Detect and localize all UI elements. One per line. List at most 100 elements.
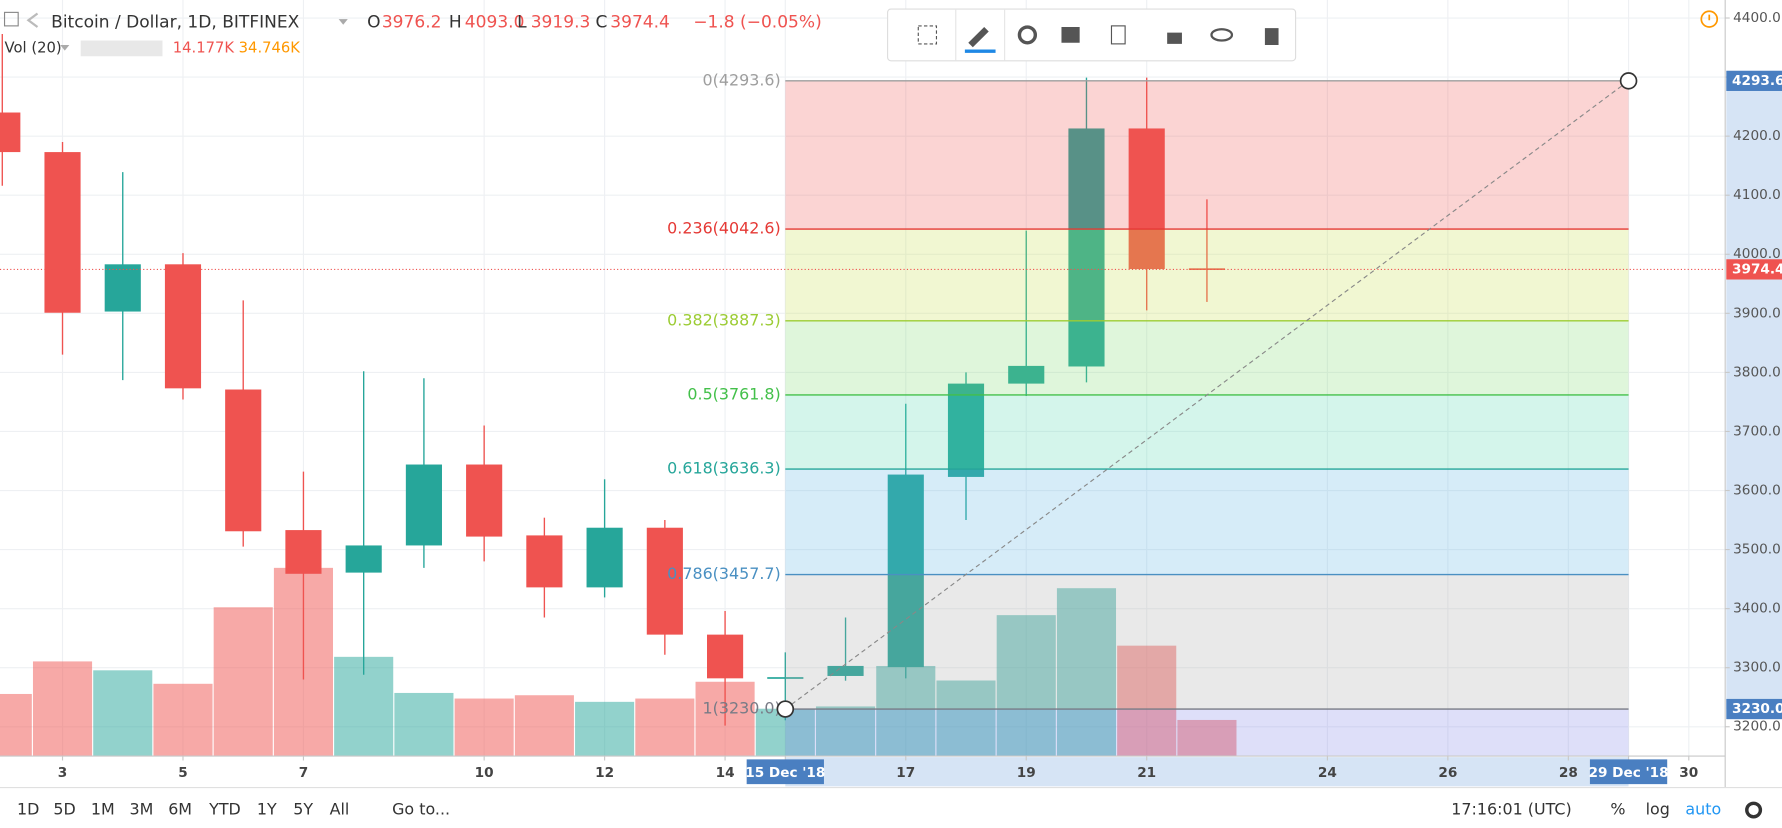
range-button[interactable]: 6M — [168, 800, 192, 819]
clone-button[interactable] — [1110, 25, 1126, 45]
y-tick-label: 3800.0 — [1733, 364, 1781, 380]
volume-bar — [1177, 719, 1237, 756]
price-tag-bg — [1726, 698, 1782, 720]
y-tick-label: 3200.0 — [1733, 719, 1781, 735]
indicator-controls[interactable] — [80, 40, 163, 57]
ohlc-key: H — [449, 12, 462, 32]
delete-button[interactable] — [1264, 28, 1279, 45]
range-button[interactable]: 5Y — [293, 800, 313, 819]
candle-body — [526, 535, 563, 588]
y-tick-label: 3600.0 — [1733, 483, 1781, 499]
fib-handle[interactable] — [1619, 72, 1638, 90]
volume-bar — [1117, 645, 1177, 756]
range-button[interactable]: 5D — [53, 800, 75, 819]
volume-bar — [514, 695, 574, 756]
candle-body — [225, 389, 262, 532]
fib-label: 1(3230.0) — [703, 699, 781, 718]
ohlc-value: 3919.3 — [531, 12, 591, 32]
settings-icon[interactable] — [1745, 801, 1763, 819]
fib-zone — [785, 229, 1629, 321]
y-tick-label: 3500.0 — [1733, 542, 1781, 558]
fib-label: 0.382(3887.3) — [667, 310, 781, 329]
volume-bar — [936, 680, 996, 756]
clock: 17:16:01 (UTC) — [1451, 800, 1571, 819]
y-tick-label: 3400.0 — [1733, 601, 1781, 617]
ohlc-key: O — [367, 12, 380, 32]
layer-button[interactable] — [1061, 27, 1080, 43]
volume-bar — [213, 607, 273, 756]
ohlc-value: 3976.2 — [382, 12, 442, 32]
log-toggle[interactable]: log — [1646, 800, 1670, 819]
candle-body — [887, 474, 924, 668]
drawing-toolbar — [887, 8, 1297, 62]
arrow-icon[interactable] — [26, 12, 39, 28]
candle-body — [586, 527, 623, 588]
alert-icon[interactable] — [1700, 10, 1719, 28]
fib-zone — [785, 394, 1629, 470]
template-button[interactable] — [917, 25, 938, 45]
volume-bar — [1056, 588, 1117, 756]
range-button[interactable]: All — [330, 800, 350, 819]
y-tick-label: 4000.0 — [1733, 246, 1781, 262]
color-swatch — [964, 49, 996, 53]
candle-body — [164, 264, 202, 389]
ohlc-key: C — [596, 12, 608, 32]
range-button[interactable]: 1Y — [257, 800, 277, 819]
volume-bar — [32, 661, 93, 756]
volume-bar — [815, 706, 876, 756]
dropdown-icon[interactable] — [60, 45, 70, 51]
y-range-highlight — [1726, 80, 1782, 710]
candle-body — [104, 264, 141, 312]
volume-bar — [93, 670, 153, 756]
symbol-title: Bitcoin / Dollar, 1D, BITFINEX — [51, 12, 300, 32]
x-tick-label: 28 — [1559, 765, 1578, 781]
y-tick-label: 3700.0 — [1733, 423, 1781, 439]
fib-label: 0.236(4042.6) — [667, 219, 781, 238]
x-tag-bg — [1589, 759, 1668, 785]
header: Bitcoin / Dollar, 1D, BITFINEX O 3976.2 … — [3, 10, 1719, 57]
x-tick-label: 26 — [1438, 765, 1457, 781]
fib-label: 0.786(3457.7) — [667, 564, 781, 583]
candle-body — [707, 634, 744, 679]
fib-handle[interactable] — [776, 700, 795, 718]
x-range-highlight — [785, 757, 1629, 787]
volume-bar — [575, 701, 635, 756]
fib-zone — [785, 469, 1629, 575]
fib-zone — [785, 320, 1629, 395]
fib-zone — [785, 574, 1629, 710]
y-tick-label: 3300.0 — [1733, 660, 1781, 676]
volume-label: Vol (20) — [5, 39, 62, 56]
price-tag: 4293.6 — [1732, 73, 1782, 89]
candle-body — [1128, 128, 1165, 270]
candle-body — [646, 527, 683, 635]
lock-button[interactable] — [1167, 32, 1182, 44]
range-button[interactable]: 1D — [17, 800, 39, 819]
y-tick-label: 4200.0 — [1733, 128, 1781, 144]
candle-body — [1008, 365, 1045, 384]
candle-body — [947, 383, 985, 477]
volume-ma: 34.746K — [239, 39, 301, 56]
hide-button[interactable] — [1210, 28, 1234, 42]
goto-button[interactable]: Go to... — [392, 800, 450, 819]
x-tick-label: 3 — [58, 765, 67, 781]
fib-trend-line — [784, 80, 1629, 710]
x-tick-label: 12 — [595, 765, 614, 781]
candle-body — [0, 112, 21, 153]
bottom-bar: Go to... 17:16:01 (UTC) % log auto 1D 5D 1… — [17, 800, 1763, 819]
settings-button[interactable] — [1017, 25, 1038, 45]
color-button[interactable] — [968, 27, 989, 48]
toolbar — [887, 8, 1297, 62]
dropdown-icon[interactable] — [338, 19, 348, 25]
auto-toggle[interactable]: auto — [1685, 800, 1721, 819]
percent-toggle[interactable]: % — [1610, 800, 1625, 819]
price-tag-bg — [1726, 70, 1782, 91]
candle-body — [345, 545, 382, 573]
range-button[interactable]: 3M — [130, 800, 154, 819]
collapse-icon[interactable] — [3, 11, 19, 27]
x-tick-label: 19 — [1017, 765, 1036, 781]
ohlc-value: 3974.4 — [610, 12, 670, 32]
y-tick-label: 4400.0 — [1733, 10, 1781, 26]
range-button[interactable]: 1M — [91, 800, 115, 819]
range-button[interactable]: YTD — [208, 800, 241, 819]
